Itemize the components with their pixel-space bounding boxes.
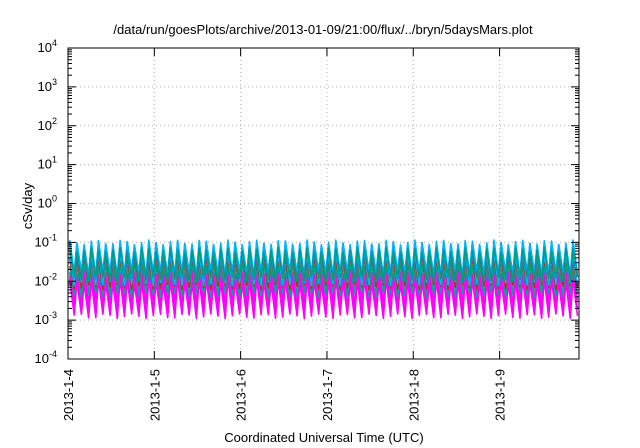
x-tick-label: 2013-1-4 xyxy=(61,369,76,421)
x-axis: 2013-1-4 2013-1-5 2013-1-6 2013-1-7 2013-1-8… xyxy=(61,48,508,421)
y-tick-label: 101 xyxy=(38,155,57,172)
y-axis: 10-4 10-3 10-2 10-1 100 101 102 103 104 xyxy=(35,38,579,366)
y-tick-label: 100 xyxy=(38,194,57,211)
series-group xyxy=(68,239,579,320)
y-tick-label: 102 xyxy=(38,116,57,133)
x-tick-label: 2013-1-7 xyxy=(320,369,335,421)
y-tick-label: 10-3 xyxy=(35,310,57,327)
x-tick-label: 2013-1-5 xyxy=(147,369,162,421)
y-tick-label: 10-4 xyxy=(35,349,57,366)
y-tick-label: 10-1 xyxy=(35,232,57,249)
x-tick-label: 2013-1-6 xyxy=(234,369,249,421)
x-tick-label: 2013-1-8 xyxy=(406,369,421,421)
y-tick-label: 104 xyxy=(38,38,57,55)
y-axis-label: cSv/day xyxy=(20,182,35,229)
y-tick-label: 10-2 xyxy=(35,271,57,288)
chart-title: /data/run/goesPlots/archive/2013-01-09/2… xyxy=(113,22,533,37)
y-tick-label: 103 xyxy=(38,77,57,94)
flux-series-line xyxy=(68,247,579,283)
x-axis-label: Coordinated Universal Time (UTC) xyxy=(224,430,423,445)
x-tick-label: 2013-1-9 xyxy=(493,369,508,421)
